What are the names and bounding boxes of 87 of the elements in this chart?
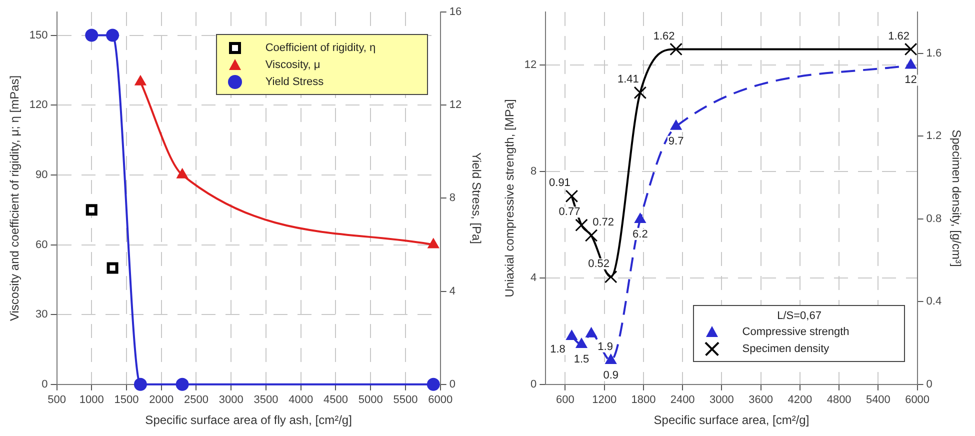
point — [904, 42, 918, 56]
x-tick-label: 600 — [556, 394, 574, 406]
y2-tick-label: 16 — [449, 6, 462, 18]
y2-axis-title: Yield Stress, [Pa] — [469, 152, 484, 244]
point — [586, 327, 597, 338]
point — [905, 58, 916, 69]
point — [604, 270, 618, 284]
y2-tick-label: 0 — [449, 378, 456, 390]
data-label: 0.72 — [592, 216, 614, 228]
y2-tick-label: 12 — [449, 99, 462, 112]
point — [134, 75, 146, 86]
legend-label: Compressive strength — [742, 326, 850, 338]
x-tick-label: 3000 — [218, 394, 244, 406]
y-tick-label: 0 — [530, 378, 537, 390]
y2-tick-label: 0 — [926, 378, 932, 390]
x-tick-label: 6000 — [905, 394, 930, 406]
y-tick-label: 0 — [42, 378, 48, 390]
x-tick-label: 4500 — [324, 394, 348, 406]
x-tick-label: 3600 — [748, 394, 774, 406]
x-tick-label: 2500 — [184, 394, 208, 406]
x-tick-label: 5400 — [866, 394, 890, 406]
y-axis-title: Uniaxial compressive strength, [MPa] — [502, 99, 517, 298]
x-axis-title: Specific surface area, [cm²/g] — [654, 413, 810, 428]
x-tick-label: 4200 — [788, 394, 812, 406]
data-label: 1.8 — [550, 344, 566, 356]
legend-label: Yield Stress — [265, 76, 324, 88]
point — [670, 42, 682, 56]
x-tick-label: 2000 — [149, 394, 174, 406]
data-label: 1.9 — [598, 340, 613, 353]
point — [176, 168, 188, 178]
y-tick-label: 4 — [530, 272, 537, 284]
data-label: 1.5 — [574, 354, 590, 366]
y2-tick-label: 1.6 — [926, 47, 942, 60]
point — [106, 262, 118, 274]
data-label: 1.62 — [653, 30, 675, 42]
x-tick-label: 4000 — [288, 394, 314, 406]
x-axis-title: Specific surface area of fly ash, [cm²/g] — [145, 413, 352, 428]
y-tick-label: 120 — [29, 99, 48, 112]
x-tick-label: 1000 — [79, 394, 104, 406]
data-label: 1.62 — [888, 30, 910, 42]
point — [576, 338, 588, 348]
x-tick-label: 2400 — [670, 394, 695, 406]
x-tick-label: 1500 — [114, 394, 139, 406]
x-tick-label: 3500 — [254, 394, 278, 406]
point — [428, 238, 440, 248]
data-label: 9.7 — [668, 135, 684, 148]
legend-title: L/S=0,67 — [776, 310, 822, 322]
x-tick-label: 1200 — [592, 394, 617, 406]
y2-axis-title: Specimen density, [g/cm³] — [949, 130, 964, 267]
y-tick-label: 90 — [36, 168, 48, 181]
y-tick-label: 30 — [36, 308, 48, 321]
x-tick-label: 3000 — [709, 394, 734, 406]
point — [566, 330, 578, 340]
point — [605, 354, 617, 364]
x-tick-label: 500 — [48, 394, 66, 406]
point — [634, 86, 647, 100]
x-tick-label: 5000 — [358, 394, 383, 406]
x-tick-label: 6000 — [428, 394, 453, 406]
y2-tick-label: 4 — [449, 285, 456, 298]
y2-tick-label: 0.8 — [926, 212, 942, 225]
y-tick-label: 150 — [29, 29, 48, 42]
point — [670, 120, 682, 130]
x-tick-label: 1800 — [631, 394, 656, 406]
legend-label: Specimen density — [742, 342, 830, 355]
y2-tick-label: 1.2 — [926, 130, 942, 142]
legend-label: Viscosity, μ — [265, 58, 320, 70]
data-label: 6.2 — [632, 228, 648, 241]
point — [634, 212, 646, 223]
data-label: 12 — [904, 74, 917, 86]
data-label: 0.91 — [549, 177, 570, 190]
data-label: 0.9 — [603, 369, 618, 382]
x-tick-label: 5500 — [393, 394, 418, 406]
y-tick-label: 12 — [524, 59, 537, 72]
y2-tick-label: 0.4 — [926, 296, 942, 308]
data-label: 1.41 — [617, 74, 639, 86]
y2-tick-label: 8 — [449, 192, 456, 204]
data-label: 0.77 — [558, 206, 580, 218]
legend-label: Coefficient of rigidity, η — [265, 42, 376, 54]
y-axis-title: Viscosity and coefficient of rigidity, μ; η [mPas] — [8, 75, 22, 322]
y-tick-label: 60 — [36, 238, 48, 251]
point — [86, 204, 98, 216]
y-tick-label: 8 — [530, 166, 537, 178]
point — [584, 229, 598, 242]
point — [565, 190, 578, 203]
data-label: 0.52 — [588, 258, 610, 270]
point — [575, 218, 588, 232]
x-tick-label: 4800 — [826, 394, 852, 406]
